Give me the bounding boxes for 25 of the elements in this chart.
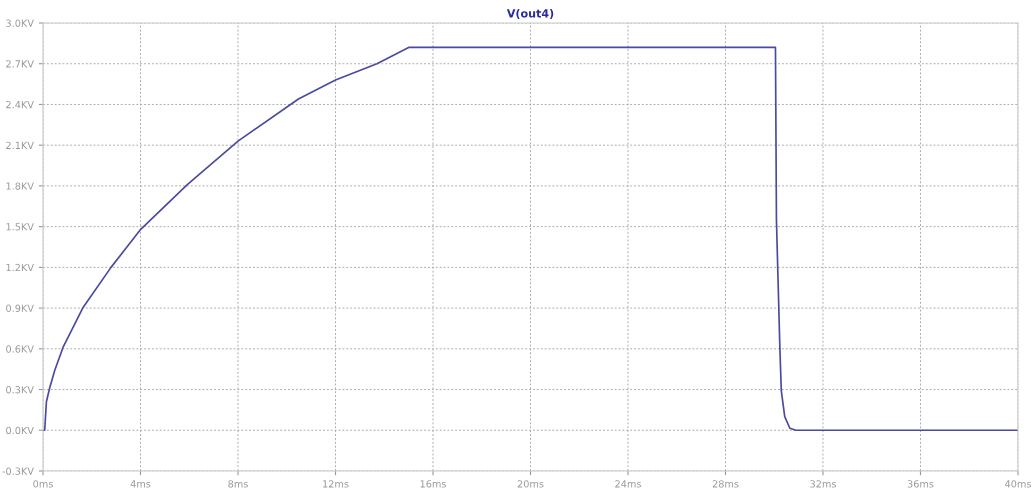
y-tick-label: 0.9KV: [6, 304, 34, 312]
x-tick-label: 20ms: [517, 480, 544, 488]
y-tick-label: 2.1KV: [6, 141, 34, 149]
chart-title: V(out4): [506, 9, 554, 19]
y-tick-label: 3.0KV: [6, 19, 34, 27]
x-tick-label: 36ms: [907, 480, 934, 488]
y-tick-label: 1.2KV: [6, 263, 34, 272]
x-tick-label: 40ms: [1005, 480, 1031, 488]
y-tick-label: 0.0KV: [6, 426, 34, 435]
x-tick-label: 0ms: [33, 480, 53, 488]
x-tick-label: 24ms: [615, 480, 641, 488]
x-tick-label: 16ms: [420, 480, 446, 488]
x-tick-label: 28ms: [712, 480, 739, 488]
x-tick-label: 32ms: [810, 480, 836, 488]
y-tick-label: 2.4KV: [6, 100, 34, 109]
y-tick-label: 1.5KV: [6, 223, 34, 231]
x-tick-label: 8ms: [228, 480, 248, 488]
y-tick-label: 0.3KV: [6, 386, 34, 394]
line-series: [43, 46, 1018, 432]
y-tick-label: 1.8KV: [6, 182, 34, 190]
y-tick-label: 0.6KV: [6, 345, 34, 353]
x-tick-label: 4ms: [130, 480, 151, 488]
y-tick-label: -0.3KV: [2, 467, 34, 475]
x-tick-label: 12ms: [323, 480, 349, 488]
y-tick-label: 2.7KV: [6, 60, 34, 68]
